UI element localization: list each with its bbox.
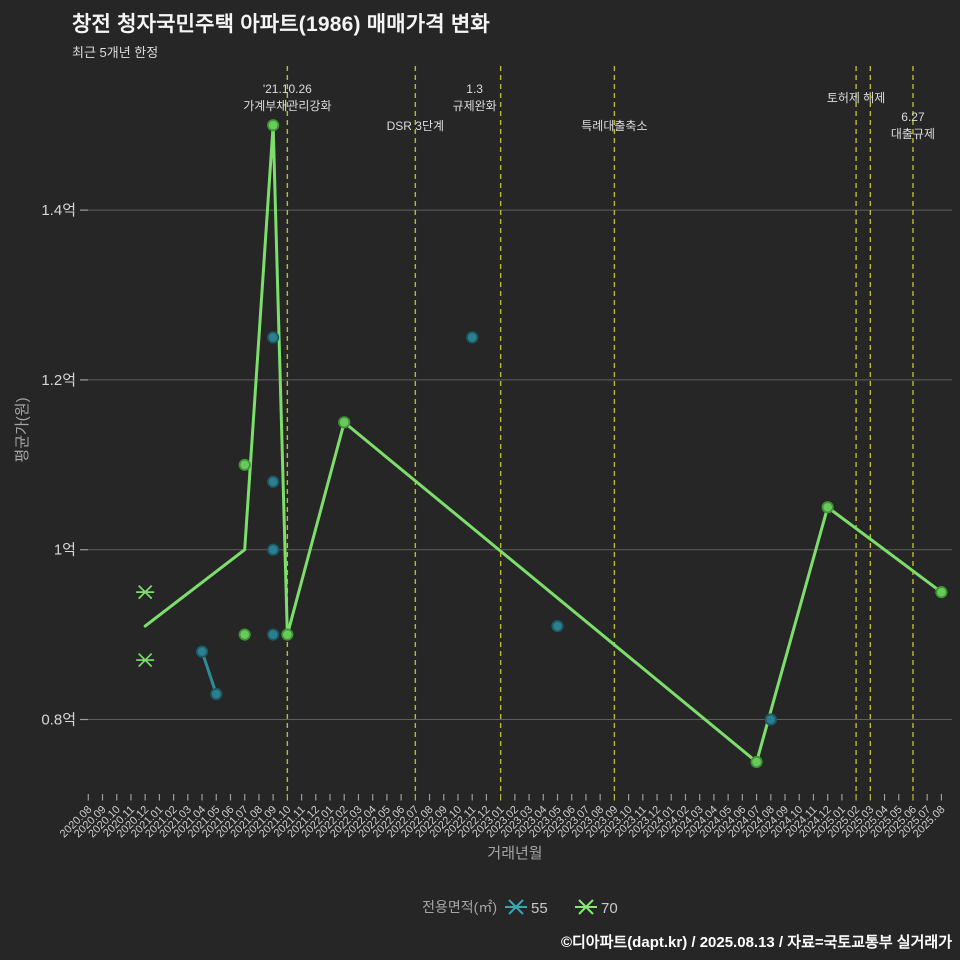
transaction-dot [210,687,223,701]
transaction-dot [195,645,209,658]
transaction-dot [267,475,280,488]
y-tick-label: 1.2억 [41,372,76,389]
transaction-dot [764,713,777,726]
y-tick-label: 1억 [54,542,76,559]
chart-title: 창전 청자국민주택 아파트(1986) 매매가격 변화 [72,13,490,36]
transaction-dot [238,628,251,641]
transaction-x-marker [136,652,155,668]
legend-item-label: 55 [531,900,548,917]
legend-item-label: 70 [601,900,618,917]
transaction-dot [750,755,763,769]
event-label: 특례대출축소 [581,119,647,133]
event-label: 대출규제 [891,127,935,141]
legend-title: 전용면적(㎡) [422,899,497,915]
price-line-chart: 0.8억 1억 1.2억 1.4억 '21.10.26 가계부채관리강화 DSR 3단계 1.… [14,66,952,917]
chart-subtitle: 최근 5개년 한정 [72,45,159,60]
transaction-dot [338,416,351,429]
legend-marker-55 [505,899,527,915]
transaction-dot [281,628,294,641]
transaction-dot [466,331,479,344]
legend-marker-70 [575,899,597,915]
transaction-dot [267,628,280,641]
series-line-55 [200,650,218,696]
event-label: 6.27 [901,110,925,124]
transaction-dot [551,620,564,633]
transaction-dot [238,458,251,471]
y-tick-label: 1.4억 [41,202,76,219]
transaction-dot [267,543,280,556]
y-axis-title: 평균가(원) [14,397,31,462]
event-label: '21.10.26 [263,82,312,96]
event-label: 토허제 해제 [827,91,886,105]
y-tick-label: 0.8억 [41,712,76,729]
transaction-dot [935,586,948,599]
footer-credit: ©디아파트(dapt.kr) / 2025.08.13 / 자료=국토교통부 실… [560,934,952,951]
event-label: DSR 3단계 [387,119,444,133]
x-axis-title: 거래년월 [487,845,542,862]
event-label: 가계부채관리강화 [243,99,331,113]
transaction-x-marker [136,585,155,600]
series-line-70 [143,123,943,764]
event-label: 1.3 [466,82,483,96]
transaction-dot [267,119,280,132]
event-label: 규제완화 [453,99,497,113]
transaction-dot [821,501,834,514]
transaction-dot [267,331,280,344]
